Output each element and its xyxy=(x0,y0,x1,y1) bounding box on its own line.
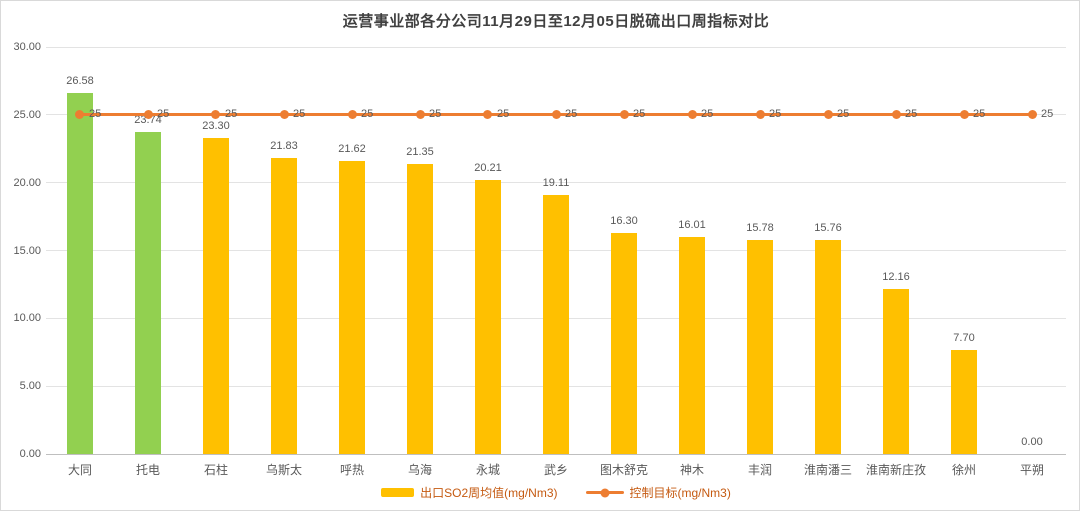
legend-label-line-series: 控制目标(mg/Nm3) xyxy=(629,486,731,500)
target-value-label: 25 xyxy=(293,107,306,120)
target-marker-icon xyxy=(75,110,85,120)
bar-value-label: 21.35 xyxy=(406,146,434,159)
target-marker-icon xyxy=(891,110,901,120)
x-category-label: 大同 xyxy=(67,463,92,477)
bar-value-label: 12.16 xyxy=(882,271,910,284)
target-marker-icon xyxy=(687,110,697,120)
y-tick-label: 15.00 xyxy=(13,244,41,257)
bar xyxy=(747,239,773,454)
line-series-marker-icon xyxy=(600,488,609,497)
bar xyxy=(135,131,161,454)
x-category-label: 图木舒克 xyxy=(599,463,648,477)
target-value-label: 25 xyxy=(633,107,646,120)
bar-value-label: 20.21 xyxy=(474,161,502,174)
target-value-label: 25 xyxy=(157,107,170,120)
bar xyxy=(474,179,501,454)
y-tick-label: 10.00 xyxy=(13,312,41,325)
x-category-label: 淮南潘三 xyxy=(803,463,852,477)
bar-value-label: 21.83 xyxy=(270,139,298,152)
y-tick-label: 20.00 xyxy=(13,176,41,189)
x-axis: 大同 托电 石柱 乌斯太 呼热 乌海 永城 武乡 图木舒克 神木 丰润 淮南潘三 淮南新庄孜 徐州 平朔 xyxy=(46,461,1066,478)
target-marker-icon xyxy=(347,110,357,120)
bar xyxy=(611,232,637,454)
bar xyxy=(679,236,705,454)
target-marker-icon xyxy=(959,110,969,120)
bar-value-label: 7.70 xyxy=(953,331,975,344)
bar-series-swatch-icon xyxy=(381,488,415,497)
x-category-label: 神木 xyxy=(679,463,704,477)
target-marker-icon xyxy=(551,110,561,120)
bar-value-label: 15.78 xyxy=(746,221,774,234)
bar xyxy=(271,157,297,454)
gridline xyxy=(46,182,1066,184)
bar-value-label: 19.11 xyxy=(542,176,570,189)
x-category-label: 平朔 xyxy=(1019,463,1044,477)
target-marker-icon xyxy=(211,110,221,120)
y-tick-label: 0.00 xyxy=(19,448,41,460)
target-value-label: 25 xyxy=(837,107,850,120)
bar-value-label: 15.76 xyxy=(814,222,842,235)
legend-label-bar-series: 出口SO2周均值(mg/Nm3) xyxy=(420,486,558,500)
chart-title: 运营事业部各分公司11月29日至12月05日脱硫出口周指标对比 xyxy=(342,13,770,30)
target-value-label: 25 xyxy=(224,107,238,120)
target-value-label: 25 xyxy=(429,107,442,120)
y-tick-label: 30.00 xyxy=(13,41,41,53)
bar-value-label: 16.30 xyxy=(610,214,638,227)
bar-value-label: 16.01 xyxy=(678,218,706,231)
target-value-label: 25 xyxy=(88,107,102,120)
target-value-label: 25 xyxy=(973,107,986,120)
legend-item-line-series: 控制目标(mg/Nm3) xyxy=(585,484,731,501)
target-value-label: 25 xyxy=(701,107,714,120)
bar xyxy=(202,137,229,454)
plot-area: 26.58 23.74 23.30 21.83 21.62 21.35 20.21 19.11… xyxy=(46,46,1066,455)
bar xyxy=(407,164,433,454)
bar-value-label: 0.00 xyxy=(1021,436,1043,448)
bar xyxy=(951,349,977,454)
target-value-label: 25 xyxy=(769,107,782,120)
target-marker-icon xyxy=(415,110,425,120)
target-value-label: 25 xyxy=(496,107,510,120)
bar xyxy=(815,240,841,454)
gridline xyxy=(46,453,1066,455)
target-marker-icon xyxy=(755,110,765,120)
y-tick-label: 25.00 xyxy=(13,108,41,121)
target-marker-icon xyxy=(823,110,833,120)
gridline xyxy=(46,46,1066,48)
target-value-label: 25 xyxy=(905,107,918,120)
x-category-label: 永城 xyxy=(475,463,500,477)
x-category-label: 淮南新庄孜 xyxy=(865,463,926,477)
target-marker-icon xyxy=(143,110,153,120)
legend: 出口SO2周均值(mg/Nm3) 控制目标(mg/Nm3) xyxy=(46,484,1066,501)
target-value-label: 25 xyxy=(361,107,374,120)
x-category-label: 呼热 xyxy=(339,463,364,477)
target-value-label: 25 xyxy=(565,107,578,120)
target-marker-icon xyxy=(483,110,493,120)
target-marker-icon xyxy=(619,110,629,120)
bar xyxy=(339,160,365,454)
line-series-swatch-icon xyxy=(585,488,624,497)
x-category-label: 丰润 xyxy=(747,463,772,477)
target-marker-icon xyxy=(1027,110,1037,120)
bar-value-label: 23.74 xyxy=(134,113,162,126)
x-category-label: 乌斯太 xyxy=(265,463,302,477)
bar xyxy=(543,194,569,454)
bar-value-label: 21.62 xyxy=(338,142,366,155)
x-category-label: 乌海 xyxy=(407,463,432,477)
target-marker-icon xyxy=(279,110,289,120)
bar xyxy=(883,289,909,454)
target-value-label: 25 xyxy=(1041,107,1054,120)
x-category-label: 托电 xyxy=(135,463,160,477)
x-category-label: 石柱 xyxy=(203,463,228,477)
bar-value-label: 23.30 xyxy=(202,119,230,132)
y-tick-label: 5.00 xyxy=(19,380,41,393)
bar-value-label: 26.58 xyxy=(66,75,94,88)
bar xyxy=(66,93,93,454)
x-category-label: 武乡 xyxy=(543,463,568,477)
legend-item-bar-series: 出口SO2周均值(mg/Nm3) xyxy=(381,484,558,501)
x-category-label: 徐州 xyxy=(951,463,976,477)
